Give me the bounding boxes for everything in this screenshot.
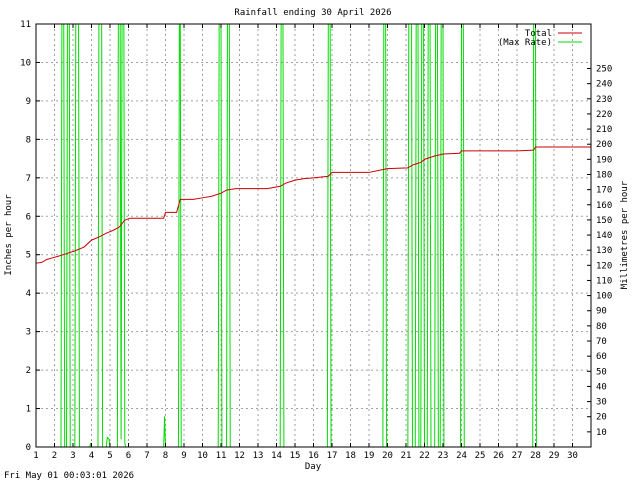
- chart-title: Rainfall ending 30 April 2026: [234, 8, 391, 18]
- x-tick-label: 4: [89, 451, 94, 461]
- x-tick-label: 30: [567, 451, 578, 461]
- y-tick-label: 11: [20, 20, 31, 30]
- x-tick-label: 9: [181, 451, 186, 461]
- x-tick-label: 15: [290, 451, 301, 461]
- y2-tick-label: 40: [596, 382, 607, 392]
- x-tick-label: 6: [126, 451, 131, 461]
- y2-tick-label: 130: [596, 246, 612, 256]
- x-tick-label: 8: [163, 451, 168, 461]
- x-tick-label: 2: [52, 451, 57, 461]
- y-tick-label: 7: [26, 174, 31, 184]
- y2-tick-label: 60: [596, 352, 607, 362]
- x-tick-label: 24: [456, 451, 467, 461]
- x-tick-label: 29: [549, 451, 560, 461]
- x-tick-label: 17: [327, 451, 338, 461]
- y2-tick-label: 100: [596, 292, 612, 302]
- y-tick-label: 0: [26, 443, 31, 453]
- legend-label-total: Total: [525, 29, 552, 39]
- y-tick-label: 5: [26, 251, 31, 261]
- y2-tick-label: 10: [596, 428, 607, 438]
- y-tick-label: 6: [26, 212, 31, 222]
- y2-tick-label: 200: [596, 140, 612, 150]
- x-tick-label: 25: [475, 451, 486, 461]
- y2-tick-label: 180: [596, 170, 612, 180]
- y2-tick-label: 120: [596, 261, 612, 271]
- y2-tick-label: 80: [596, 322, 607, 332]
- y-tick-label: 3: [26, 328, 31, 338]
- y2-tick-label: 250: [596, 65, 612, 75]
- x-tick-label: 20: [382, 451, 393, 461]
- series-line-total: [35, 146, 591, 264]
- y2-tick-label: 210: [596, 125, 612, 135]
- y-tick-label: 8: [26, 135, 31, 145]
- x-tick-label: 1: [33, 451, 38, 461]
- y2-tick-label: 240: [596, 80, 612, 90]
- legend: Total(Max Rate): [498, 29, 582, 48]
- y-axis-label: Inches per hour: [4, 194, 14, 276]
- x-tick-label: 27: [512, 451, 523, 461]
- x-tick-label: 12: [234, 451, 245, 461]
- grid: [36, 24, 591, 447]
- y2-tick-label: 90: [596, 307, 607, 317]
- ticks: 1 2 3 4 5 6 7 8 9 10 11 12 13 14 15 16 17 18 19 20 21 22 23 24 2…: [20, 20, 612, 461]
- y2-axis-label: Millimetres per hour: [620, 180, 630, 289]
- y2-tick-label: 220: [596, 110, 612, 120]
- x-tick-label: 13: [253, 451, 264, 461]
- y-tick-label: 9: [26, 97, 31, 107]
- y2-tick-label: 110: [596, 276, 612, 286]
- y2-tick-label: 50: [596, 367, 607, 377]
- x-axis-label: Day: [305, 462, 322, 472]
- y-tick-label: 1: [26, 405, 31, 415]
- x-tick-label: 19: [364, 451, 375, 461]
- y2-tick-label: 230: [596, 95, 612, 105]
- x-tick-label: 28: [530, 451, 541, 461]
- x-tick-label: 22: [419, 451, 430, 461]
- x-tick-label: 5: [107, 451, 112, 461]
- y2-tick-label: 190: [596, 155, 612, 165]
- y2-tick-label: 140: [596, 231, 612, 241]
- y2-tick-label: 160: [596, 201, 612, 211]
- footer-timestamp: Fri May 01 00:03:01 2026: [4, 471, 134, 480]
- y2-tick-label: 30: [596, 398, 607, 408]
- x-tick-label: 26: [493, 451, 504, 461]
- x-tick-label: 10: [197, 451, 208, 461]
- y-tick-label: 4: [26, 289, 31, 299]
- x-tick-label: 11: [216, 451, 227, 461]
- y2-tick-label: 70: [596, 337, 607, 347]
- y2-tick-label: 20: [596, 413, 607, 423]
- y-tick-label: 2: [26, 366, 31, 376]
- x-tick-label: 23: [438, 451, 449, 461]
- x-tick-label: 3: [70, 451, 75, 461]
- x-tick-label: 7: [144, 451, 149, 461]
- y-tick-label: 10: [20, 58, 31, 68]
- x-tick-label: 16: [308, 451, 319, 461]
- x-tick-label: 14: [271, 451, 282, 461]
- y2-tick-label: 150: [596, 216, 612, 226]
- legend-label-max-rate: (Max Rate): [498, 38, 552, 48]
- x-tick-label: 21: [401, 451, 412, 461]
- x-tick-label: 18: [345, 451, 356, 461]
- y2-tick-label: 170: [596, 186, 612, 196]
